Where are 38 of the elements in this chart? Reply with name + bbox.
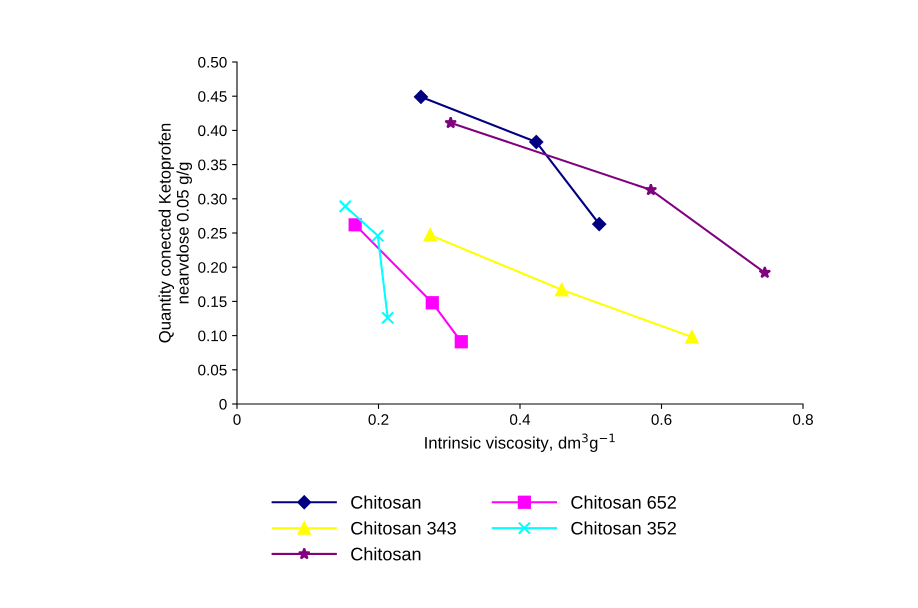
point bbox=[685, 330, 699, 344]
x-tick-label: 0.8 bbox=[792, 414, 813, 425]
legend-label: Chitosan 352 bbox=[571, 521, 676, 535]
y-tick-label: 0.40 bbox=[198, 125, 227, 136]
point bbox=[348, 218, 362, 232]
legend-label: Chitosan bbox=[351, 495, 420, 509]
y-axis-title: Quantity conected Ketoprofen nearvdose 0.05 g/g bbox=[158, 124, 192, 342]
legend-label: Chitosan 343 bbox=[351, 521, 456, 535]
legend-label: Chitosan bbox=[351, 547, 420, 560]
y-tick-label: 0.35 bbox=[198, 159, 227, 170]
point bbox=[424, 228, 437, 242]
point bbox=[371, 229, 384, 242]
y-tick-label: 0.05 bbox=[198, 364, 227, 376]
y-tick-label: 0.50 bbox=[198, 56, 227, 68]
point bbox=[381, 311, 394, 324]
point bbox=[592, 217, 606, 232]
point bbox=[758, 266, 772, 278]
point bbox=[555, 283, 568, 296]
y-tick-label: 0.45 bbox=[198, 91, 227, 102]
y-tick-label: 0.20 bbox=[198, 262, 227, 273]
x-axis-title: Intrinsic viscosity, dm$^{3}$g$^{−1}$ bbox=[425, 434, 615, 452]
y-tick-label: 0.30 bbox=[198, 194, 227, 204]
point bbox=[454, 335, 468, 348]
x-tick-label: 0.4 bbox=[510, 414, 530, 425]
point bbox=[414, 90, 428, 104]
point bbox=[444, 116, 457, 128]
legend-label: Chitosan 652 bbox=[571, 495, 676, 509]
y-tick-label: 0 bbox=[219, 398, 227, 410]
x-tick-label: 0 bbox=[233, 414, 241, 425]
y-tick-label: 0.10 bbox=[198, 330, 227, 342]
point bbox=[529, 135, 544, 149]
point bbox=[644, 183, 658, 196]
point bbox=[426, 296, 439, 310]
y-tick-label: 0.25 bbox=[198, 228, 227, 239]
point bbox=[338, 200, 352, 213]
x-tick-label: 0.2 bbox=[368, 414, 388, 425]
y-tick-label: 0.15 bbox=[198, 296, 227, 308]
x-tick-label: 0.6 bbox=[651, 414, 672, 425]
